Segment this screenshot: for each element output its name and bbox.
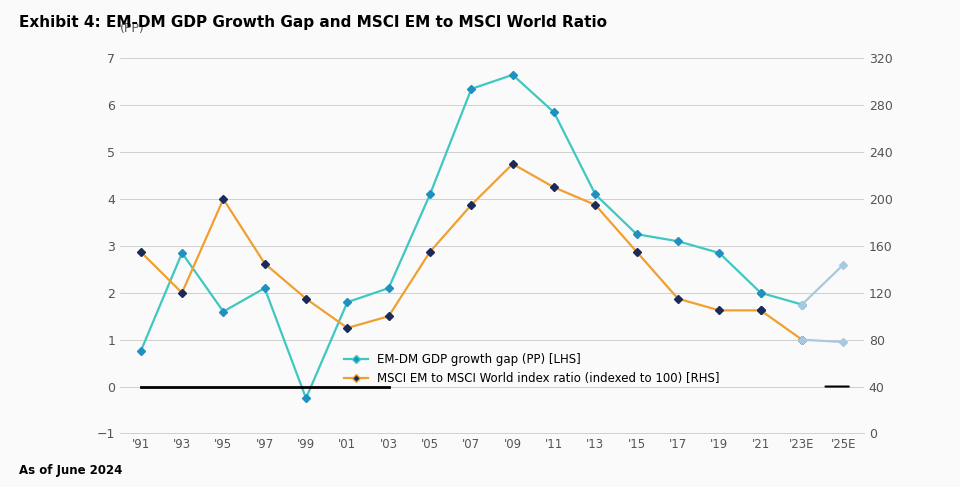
Text: As of June 2024: As of June 2024 bbox=[19, 464, 123, 477]
Legend: EM-DM GDP growth gap (PP) [LHS], MSCI EM to MSCI World index ratio (indexed to 1: EM-DM GDP growth gap (PP) [LHS], MSCI EM… bbox=[339, 349, 724, 390]
Text: Exhibit 4: EM-DM GDP Growth Gap and MSCI EM to MSCI World Ratio: Exhibit 4: EM-DM GDP Growth Gap and MSCI… bbox=[19, 15, 608, 30]
Text: (PP): (PP) bbox=[120, 22, 145, 35]
